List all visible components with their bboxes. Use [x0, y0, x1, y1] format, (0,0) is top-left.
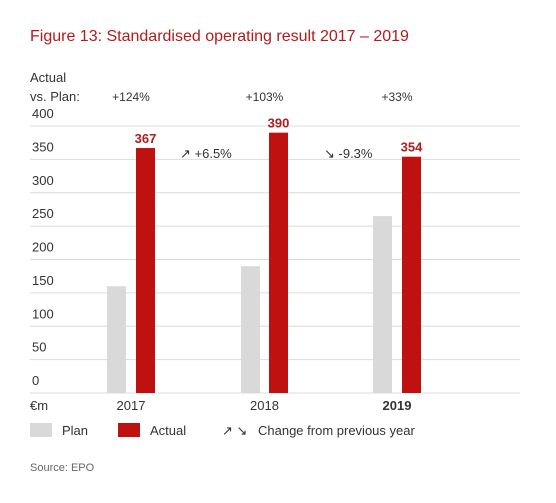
legend-actual-label: Actual: [150, 423, 186, 438]
data-label-actual: 367: [135, 131, 157, 146]
y-tick-label: 200: [32, 240, 54, 255]
legend: Plan Actual ↗ ↘ Change from previous yea…: [30, 423, 415, 438]
y-tick-label: 250: [32, 206, 54, 221]
bar-plan: [373, 216, 392, 393]
y-tick-label: 350: [32, 139, 54, 154]
legend-plan-label: Plan: [62, 423, 88, 438]
unit-label: €m: [30, 398, 48, 413]
y-tick-label: 100: [32, 306, 54, 321]
header-actual: Actual: [30, 70, 66, 85]
actual-vs-plan-label: +124%: [112, 90, 150, 104]
y-tick-label: 150: [32, 273, 54, 288]
legend-plan-swatch: [30, 423, 52, 437]
bar-actual: [402, 157, 421, 393]
header-vs-plan: vs. Plan:: [30, 89, 80, 104]
x-category-label: 2019: [383, 398, 412, 413]
actual-vs-plan-label: +33%: [381, 90, 412, 104]
y-tick-label: 300: [32, 173, 54, 188]
chart-title: Figure 13: Standardised operating result…: [30, 28, 409, 45]
data-label-actual: 390: [268, 116, 290, 131]
x-category-label: 2017: [117, 398, 146, 413]
legend-change-arrows-icon: ↗ ↘: [222, 423, 247, 438]
legend-change-label: Change from previous year: [258, 423, 415, 438]
x-category-label: 2018: [250, 398, 279, 413]
actual-vs-plan-label: +103%: [246, 90, 284, 104]
source-note: Source: EPO: [30, 462, 95, 474]
legend-actual-swatch: [118, 423, 140, 437]
bar-plan: [107, 286, 126, 393]
y-tick-label: 400: [32, 106, 54, 121]
change-annotation: ↘ -9.3%: [324, 146, 373, 161]
bar-actual: [136, 148, 155, 393]
change-annotation: ↗ +6.5%: [180, 146, 232, 161]
y-tick-label: 0: [32, 373, 39, 388]
bar-plan: [241, 266, 260, 393]
y-tick-label: 50: [32, 340, 46, 355]
bar-actual: [269, 133, 288, 393]
data-label-actual: 354: [401, 140, 423, 155]
plot-area: 0 50 100 150 200 250 300 350 400 367 2017 +124% 390 2…: [30, 90, 520, 413]
